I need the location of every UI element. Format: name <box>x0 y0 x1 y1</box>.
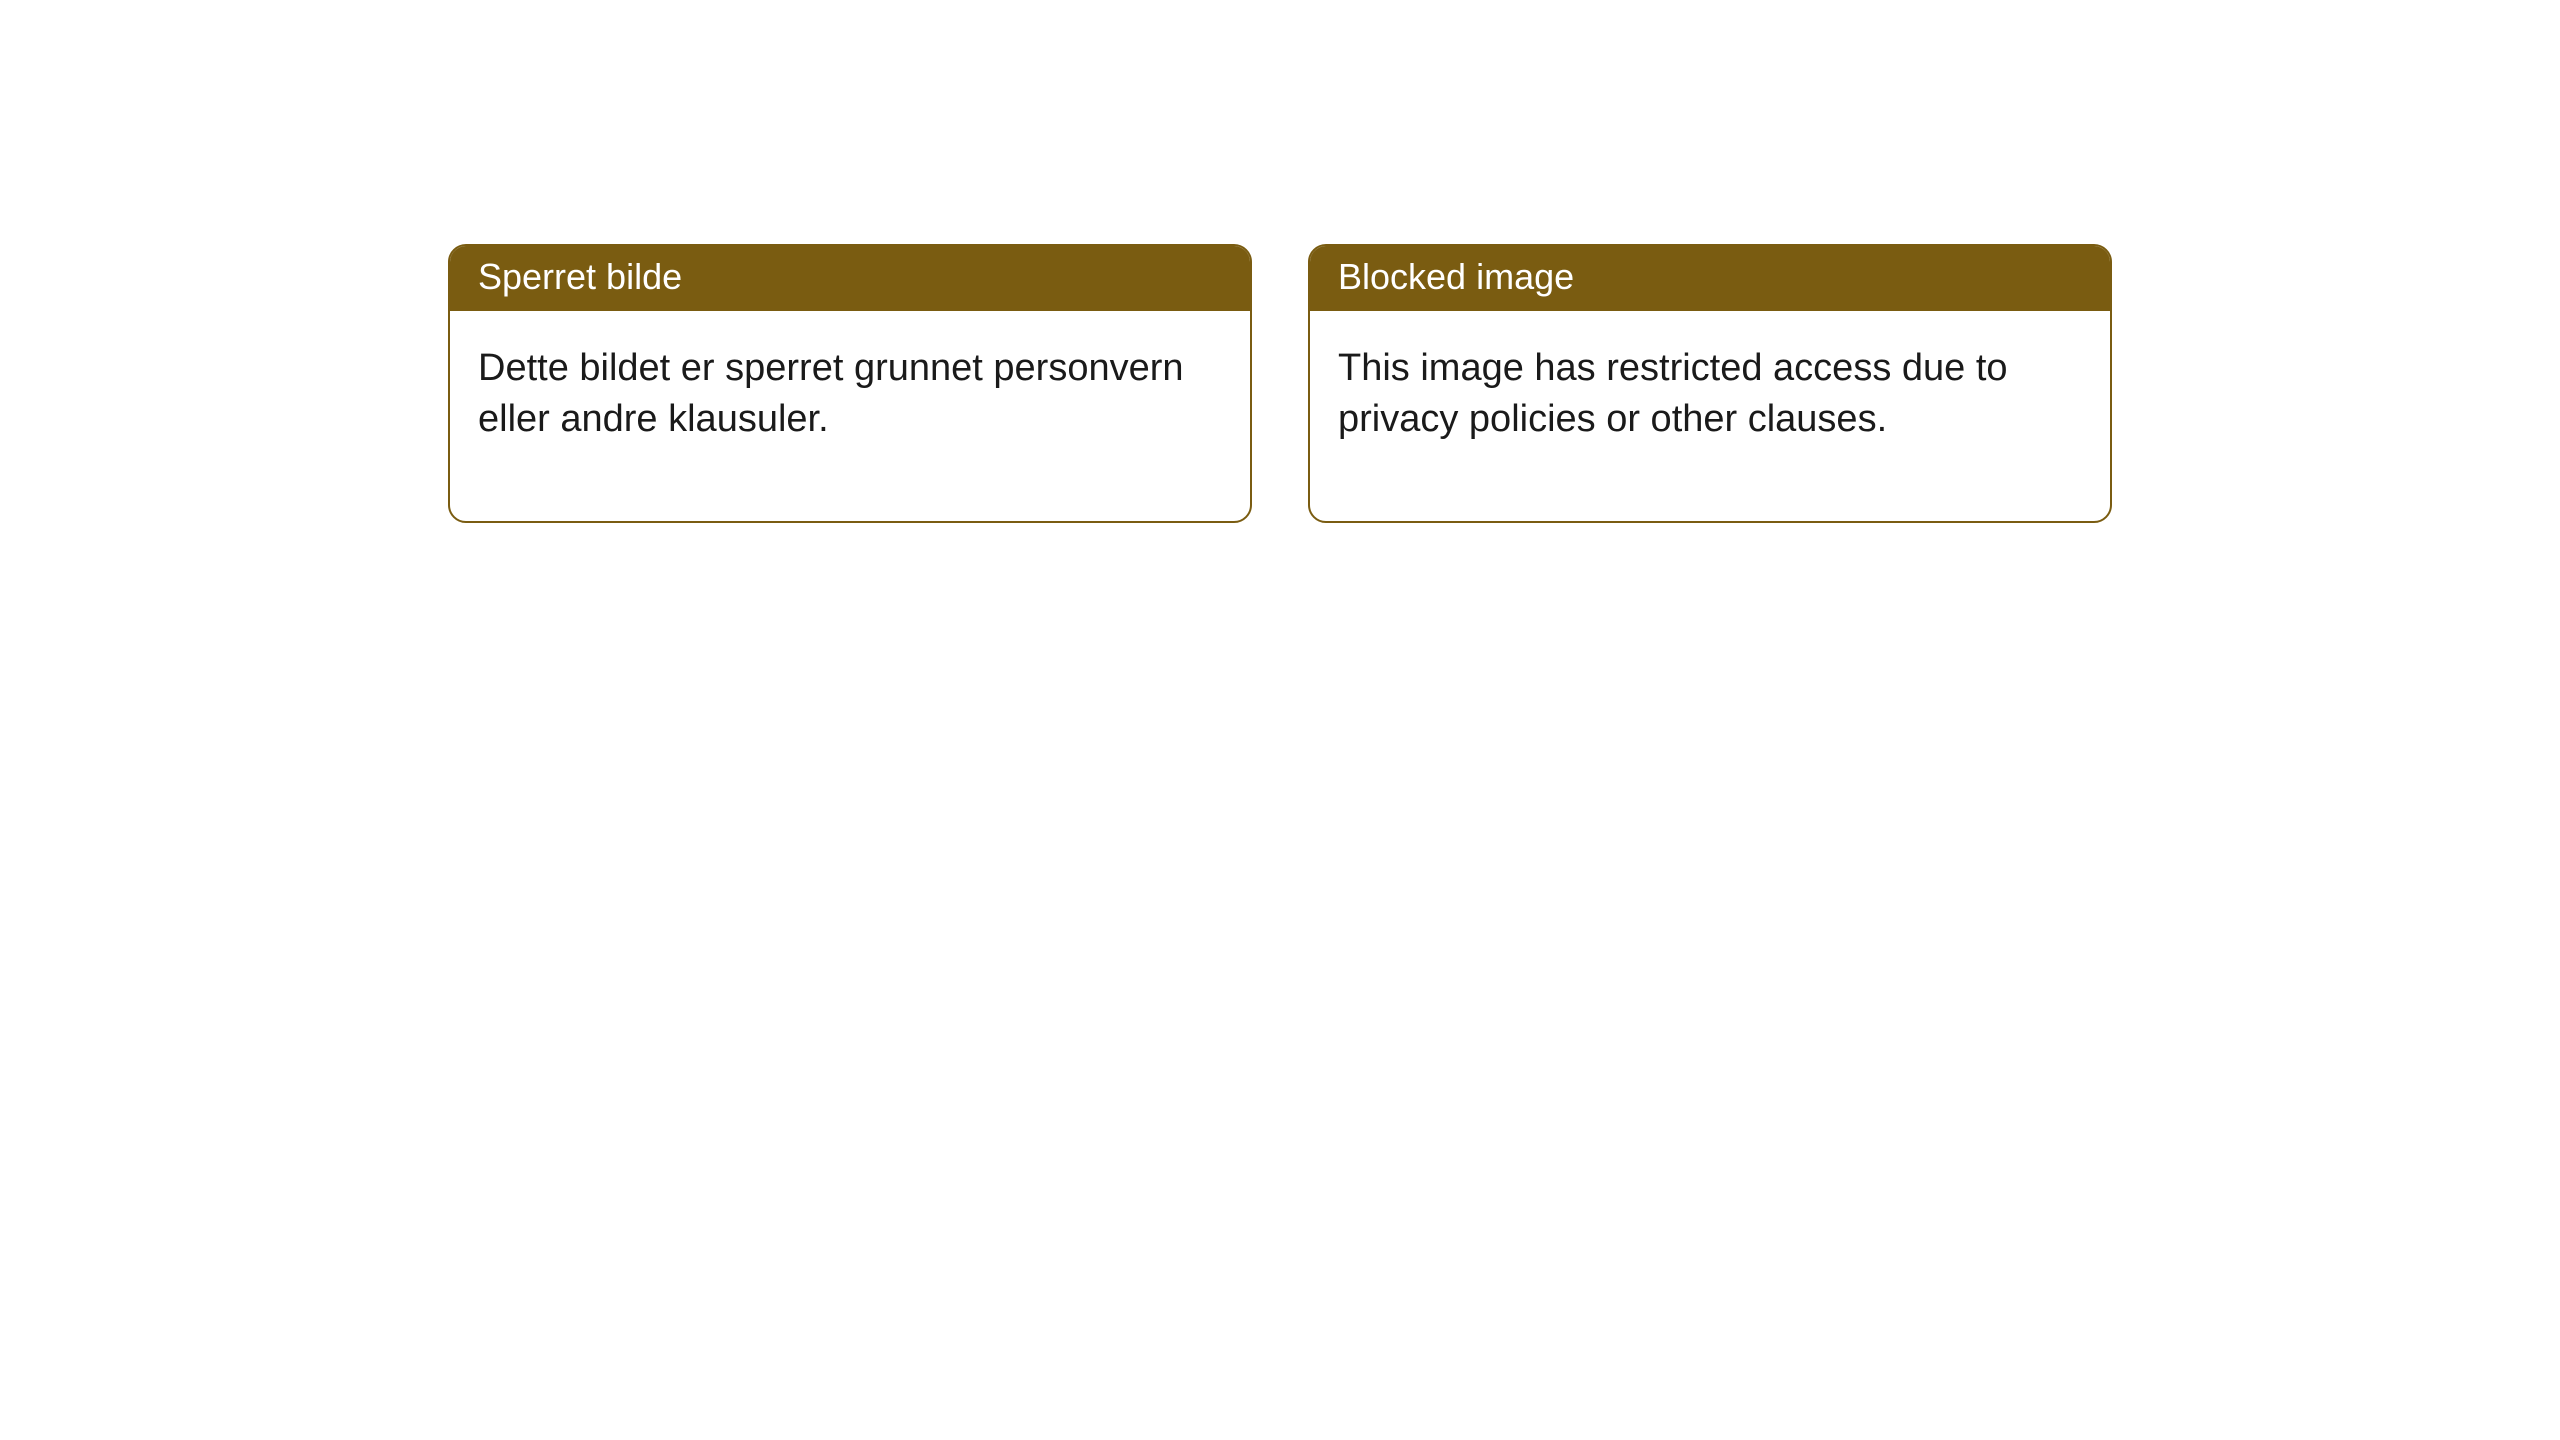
notice-card-en: Blocked image This image has restricted … <box>1308 244 2112 523</box>
notice-card-header-en: Blocked image <box>1310 246 2110 311</box>
notice-card-no: Sperret bilde Dette bildet er sperret gr… <box>448 244 1252 523</box>
notice-card-body-en: This image has restricted access due to … <box>1310 311 2110 522</box>
notice-container: Sperret bilde Dette bildet er sperret gr… <box>448 244 2112 523</box>
notice-card-body-no: Dette bildet er sperret grunnet personve… <box>450 311 1250 522</box>
notice-card-header-no: Sperret bilde <box>450 246 1250 311</box>
